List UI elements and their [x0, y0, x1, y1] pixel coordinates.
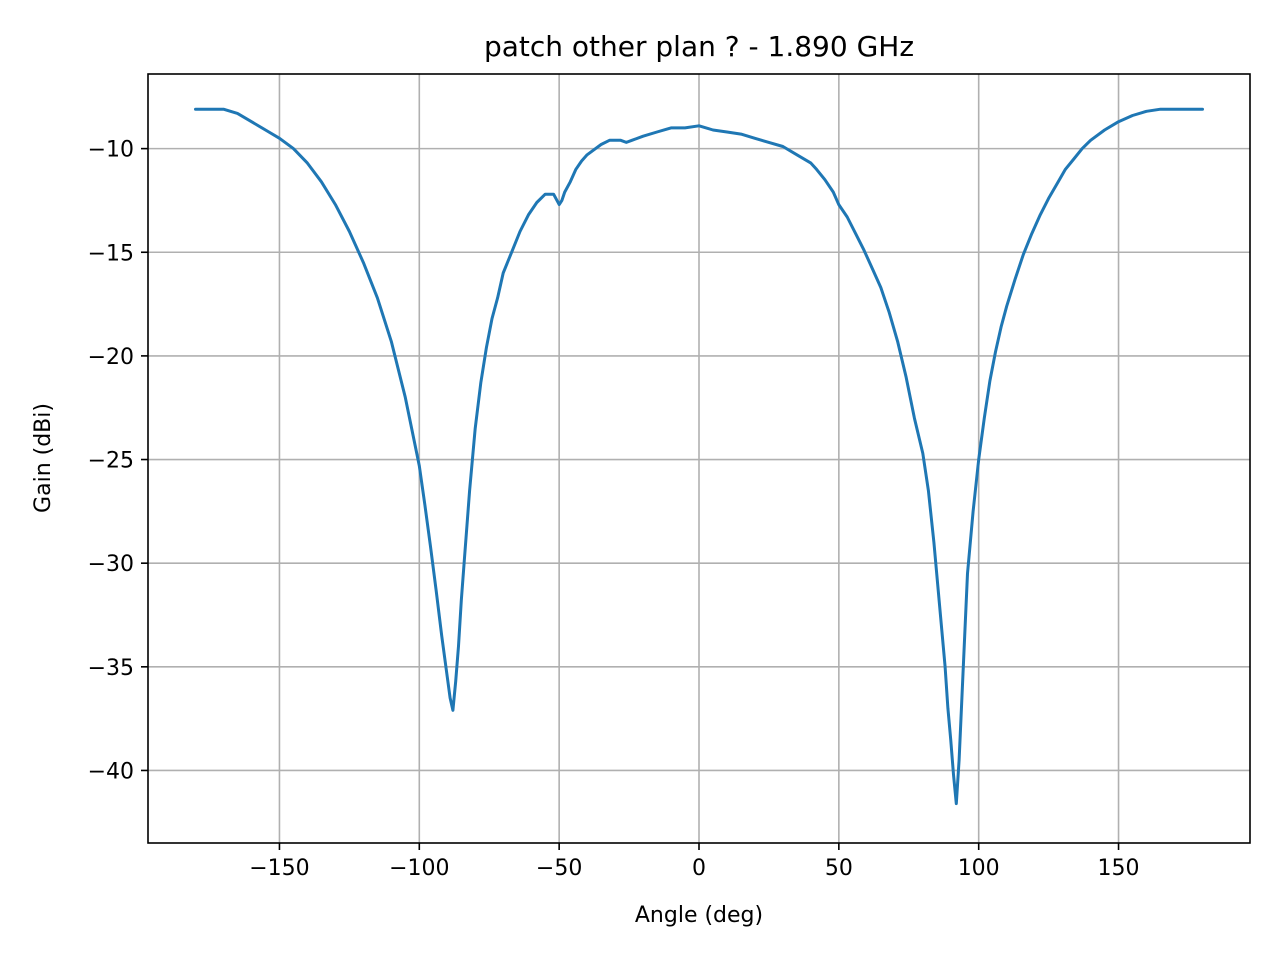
- x-tick-label: −150: [249, 856, 309, 881]
- series-line: [194, 107, 1204, 806]
- x-tick-label: 50: [825, 856, 853, 881]
- y-tick-label: −25: [88, 449, 134, 474]
- x-tick-label: 100: [958, 856, 1000, 881]
- y-tick-label: −20: [88, 345, 134, 370]
- ticks: −150 −100 −50 0 50 100 150 −10 −15 −20 −25 −30 −35 −4…: [88, 138, 1140, 881]
- y-axis-label: Gain (dBi): [31, 403, 56, 513]
- x-tick-label: −50: [536, 856, 582, 881]
- y-tick-label: −15: [88, 241, 134, 266]
- y-tick-label: −40: [88, 759, 134, 784]
- chart-title: patch other plan ? - 1.890 GHz: [484, 30, 914, 63]
- x-axis-label: Angle (deg): [635, 903, 763, 928]
- x-tick-label: 150: [1098, 856, 1140, 881]
- x-tick-label: 0: [692, 856, 706, 881]
- series-layer: [194, 107, 1204, 806]
- y-tick-label: −30: [88, 552, 134, 577]
- y-tick-label: −35: [88, 656, 134, 681]
- y-tick-label: −10: [88, 138, 134, 163]
- x-tick-label: −100: [389, 856, 449, 881]
